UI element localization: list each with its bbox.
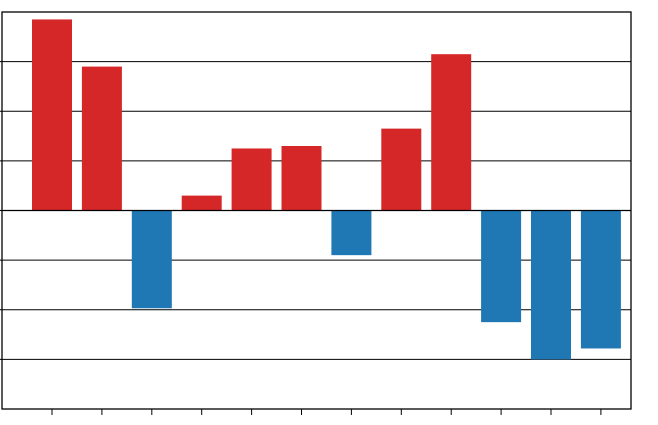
y-ticks xyxy=(0,61,2,360)
positive-bar xyxy=(231,148,272,211)
axes-frame xyxy=(1,11,632,410)
negative-bar xyxy=(331,210,372,256)
negative-bar xyxy=(481,210,522,323)
positive-bar xyxy=(431,54,472,211)
positive-bar xyxy=(81,66,122,211)
positive-bar xyxy=(381,128,422,211)
negative-bar xyxy=(580,210,621,349)
negative-bar xyxy=(131,210,172,309)
positive-bar xyxy=(32,19,72,211)
x-ticks xyxy=(51,409,602,415)
negative-bar xyxy=(531,210,571,360)
bars xyxy=(32,19,621,360)
positive-bar xyxy=(281,145,322,211)
positive-bar xyxy=(181,195,222,211)
plot-frame xyxy=(1,11,632,410)
